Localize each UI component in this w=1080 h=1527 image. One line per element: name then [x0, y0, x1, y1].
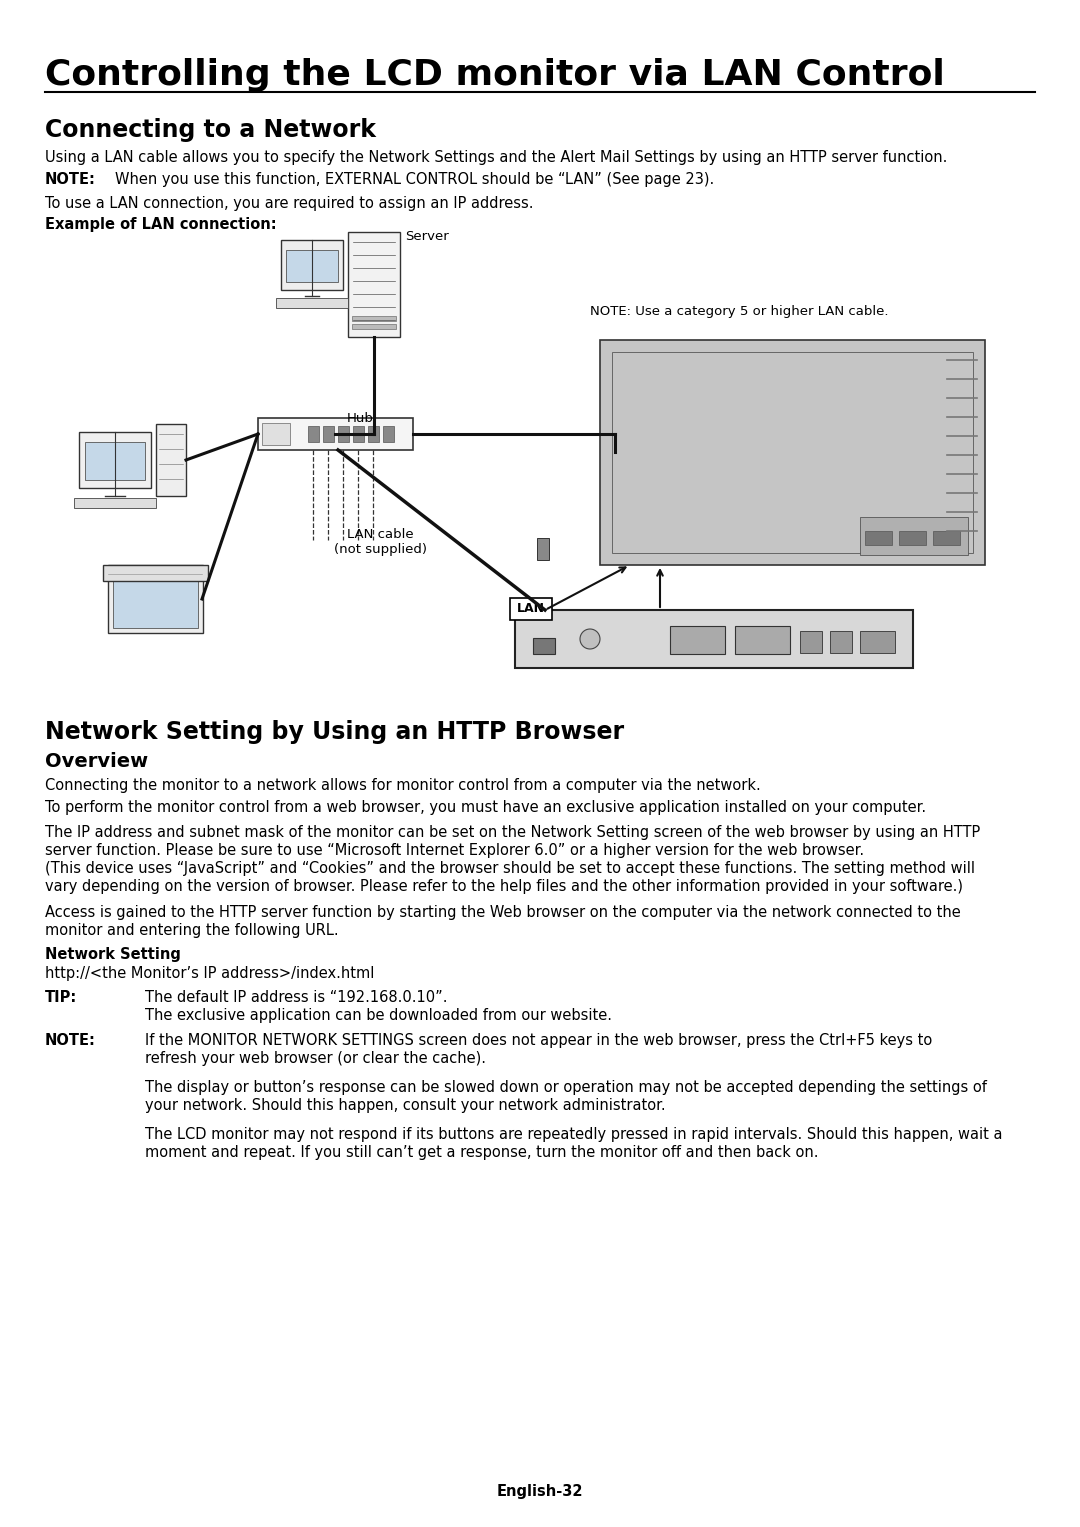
- Text: LAN: LAN: [517, 603, 545, 615]
- Bar: [735, 626, 789, 654]
- Text: LAN cable
(not supplied): LAN cable (not supplied): [334, 528, 427, 556]
- Text: Access is gained to the HTTP server function by starting the Web browser on the : Access is gained to the HTTP server func…: [45, 906, 961, 919]
- Text: refresh your web browser (or clear the cache).: refresh your web browser (or clear the c…: [145, 1051, 486, 1066]
- Bar: [262, 423, 291, 444]
- Text: Network Setting by Using an HTTP Browser: Network Setting by Using an HTTP Browser: [45, 721, 624, 744]
- Text: To use a LAN connection, you are required to assign an IP address.: To use a LAN connection, you are require…: [45, 195, 534, 211]
- Text: server function. Please be sure to use “Microsoft Internet Explorer 6.0” or a hi: server function. Please be sure to use “…: [45, 843, 864, 858]
- Text: your network. Should this happen, consult your network administrator.: your network. Should this happen, consul…: [145, 1098, 665, 1113]
- Bar: [258, 418, 413, 450]
- Bar: [383, 426, 394, 441]
- Bar: [156, 425, 186, 496]
- Text: Using a LAN cable allows you to specify the Network Settings and the Alert Mail : Using a LAN cable allows you to specify …: [45, 150, 947, 165]
- Text: The LCD monitor may not respond if its buttons are repeatedly pressed in rapid i: The LCD monitor may not respond if its b…: [145, 1127, 1002, 1142]
- Bar: [108, 565, 203, 634]
- Bar: [113, 573, 198, 628]
- Bar: [323, 426, 334, 441]
- Text: NOTE:: NOTE:: [45, 173, 96, 186]
- Bar: [353, 426, 364, 441]
- Text: moment and repeat. If you still can’t get a response, turn the monitor off and t: moment and repeat. If you still can’t ge…: [145, 1145, 819, 1161]
- Bar: [600, 341, 985, 565]
- Text: The default IP address is “192.168.0.10”.: The default IP address is “192.168.0.10”…: [145, 989, 447, 1005]
- Bar: [831, 631, 852, 654]
- Text: Network Setting: Network Setting: [45, 947, 180, 962]
- Bar: [860, 631, 895, 654]
- Bar: [515, 609, 913, 667]
- Text: The IP address and subnet mask of the monitor can be set on the Network Setting : The IP address and subnet mask of the mo…: [45, 825, 981, 840]
- Text: Connecting to a Network: Connecting to a Network: [45, 118, 376, 142]
- Bar: [348, 232, 400, 337]
- Text: (This device uses “JavaScript” and “Cookies” and the browser should be set to ac: (This device uses “JavaScript” and “Cook…: [45, 861, 975, 876]
- Text: If the MONITOR NETWORK SETTINGS screen does not appear in the web browser, press: If the MONITOR NETWORK SETTINGS screen d…: [145, 1032, 932, 1048]
- Bar: [899, 531, 926, 545]
- Bar: [281, 240, 343, 290]
- Text: To perform the monitor control from a web browser, you must have an exclusive ap: To perform the monitor control from a we…: [45, 800, 927, 815]
- Bar: [85, 441, 145, 479]
- Text: The exclusive application can be downloaded from our website.: The exclusive application can be downloa…: [145, 1008, 612, 1023]
- Bar: [79, 432, 151, 489]
- Bar: [670, 626, 725, 654]
- Bar: [103, 565, 208, 580]
- Bar: [286, 250, 338, 282]
- Text: TIP:: TIP:: [45, 989, 78, 1005]
- Bar: [352, 324, 396, 328]
- Bar: [368, 426, 379, 441]
- Bar: [75, 498, 156, 508]
- Text: http://<the Monitor’s IP address>/index.html: http://<the Monitor’s IP address>/index.…: [45, 967, 375, 980]
- Bar: [800, 631, 822, 654]
- Bar: [308, 426, 319, 441]
- Bar: [534, 638, 555, 654]
- Bar: [612, 353, 973, 553]
- Text: NOTE:: NOTE:: [45, 1032, 96, 1048]
- Text: vary depending on the version of browser. Please refer to the help files and the: vary depending on the version of browser…: [45, 880, 963, 893]
- Text: Server: Server: [405, 231, 449, 243]
- Bar: [510, 599, 552, 620]
- Text: Example of LAN connection:: Example of LAN connection:: [45, 217, 276, 232]
- Text: When you use this function, EXTERNAL CONTROL should be “LAN” (See page 23).: When you use this function, EXTERNAL CON…: [114, 173, 714, 186]
- Text: monitor and entering the following URL.: monitor and entering the following URL.: [45, 922, 339, 938]
- Bar: [276, 298, 348, 308]
- Text: Hub: Hub: [347, 412, 374, 425]
- Text: English-32: English-32: [497, 1484, 583, 1500]
- Bar: [860, 518, 968, 554]
- Text: Connecting the monitor to a network allows for monitor control from a computer v: Connecting the monitor to a network allo…: [45, 777, 760, 793]
- Text: Overview: Overview: [45, 751, 148, 771]
- Circle shape: [580, 629, 600, 649]
- Text: NOTE: Use a category 5 or higher LAN cable.: NOTE: Use a category 5 or higher LAN cab…: [590, 305, 889, 318]
- Bar: [537, 538, 549, 560]
- Text: The display or button’s response can be slowed down or operation may not be acce: The display or button’s response can be …: [145, 1080, 987, 1095]
- Bar: [933, 531, 960, 545]
- Bar: [338, 426, 349, 441]
- Text: Controlling the LCD monitor via LAN Control: Controlling the LCD monitor via LAN Cont…: [45, 58, 945, 92]
- Bar: [352, 316, 396, 321]
- Bar: [865, 531, 892, 545]
